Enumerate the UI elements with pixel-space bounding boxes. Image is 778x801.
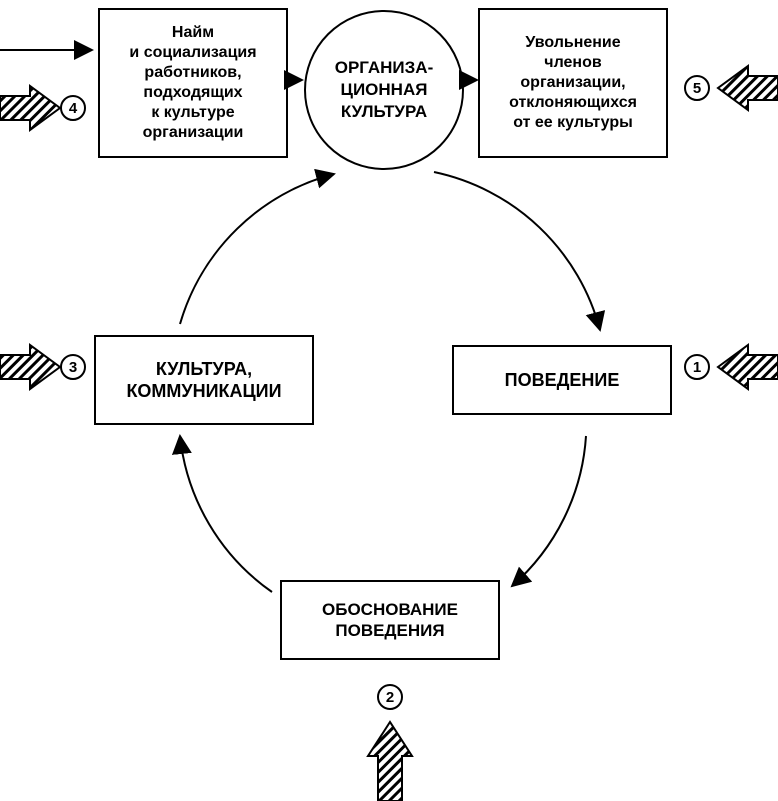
- node-culture-label: ОРГАНИЗА-ЦИОННАЯКУЛЬТУРА: [335, 57, 434, 123]
- marker-3-label: 3: [69, 359, 77, 376]
- hatched-arrow-2: [368, 722, 412, 801]
- node-hire: Найми социализацияработников,подходящихк…: [98, 8, 288, 158]
- marker-2: 2: [377, 684, 403, 710]
- marker-1-label: 1: [693, 359, 701, 376]
- marker-2-label: 2: [386, 689, 394, 706]
- node-behavior: ПОВЕДЕНИЕ: [452, 345, 672, 415]
- node-justify: ОБОСНОВАНИЕПОВЕДЕНИЯ: [280, 580, 500, 660]
- marker-1: 1: [684, 354, 710, 380]
- marker-3: 3: [60, 354, 86, 380]
- hatched-arrow-4: [0, 86, 60, 130]
- node-comm-label: КУЛЬТУРА,КОММУНИКАЦИИ: [126, 358, 281, 403]
- node-hire-label: Найми социализацияработников,подходящихк…: [129, 23, 256, 143]
- node-comm: КУЛЬТУРА,КОММУНИКАЦИИ: [94, 335, 314, 425]
- node-justify-label: ОБОСНОВАНИЕПОВЕДЕНИЯ: [322, 599, 458, 642]
- hatched-arrow-3: [0, 345, 60, 389]
- node-fire: Увольнениечленоворганизации,отклоняющихс…: [478, 8, 668, 158]
- hatched-arrow-1: [718, 345, 778, 389]
- marker-5-label: 5: [693, 80, 701, 97]
- node-fire-label: Увольнениечленоворганизации,отклоняющихс…: [509, 33, 637, 133]
- node-culture: ОРГАНИЗА-ЦИОННАЯКУЛЬТУРА: [304, 10, 464, 170]
- marker-4: 4: [60, 95, 86, 121]
- node-behavior-label: ПОВЕДЕНИЕ: [505, 369, 620, 392]
- hatched-arrow-5: [718, 66, 778, 110]
- marker-4-label: 4: [69, 100, 77, 117]
- marker-5: 5: [684, 75, 710, 101]
